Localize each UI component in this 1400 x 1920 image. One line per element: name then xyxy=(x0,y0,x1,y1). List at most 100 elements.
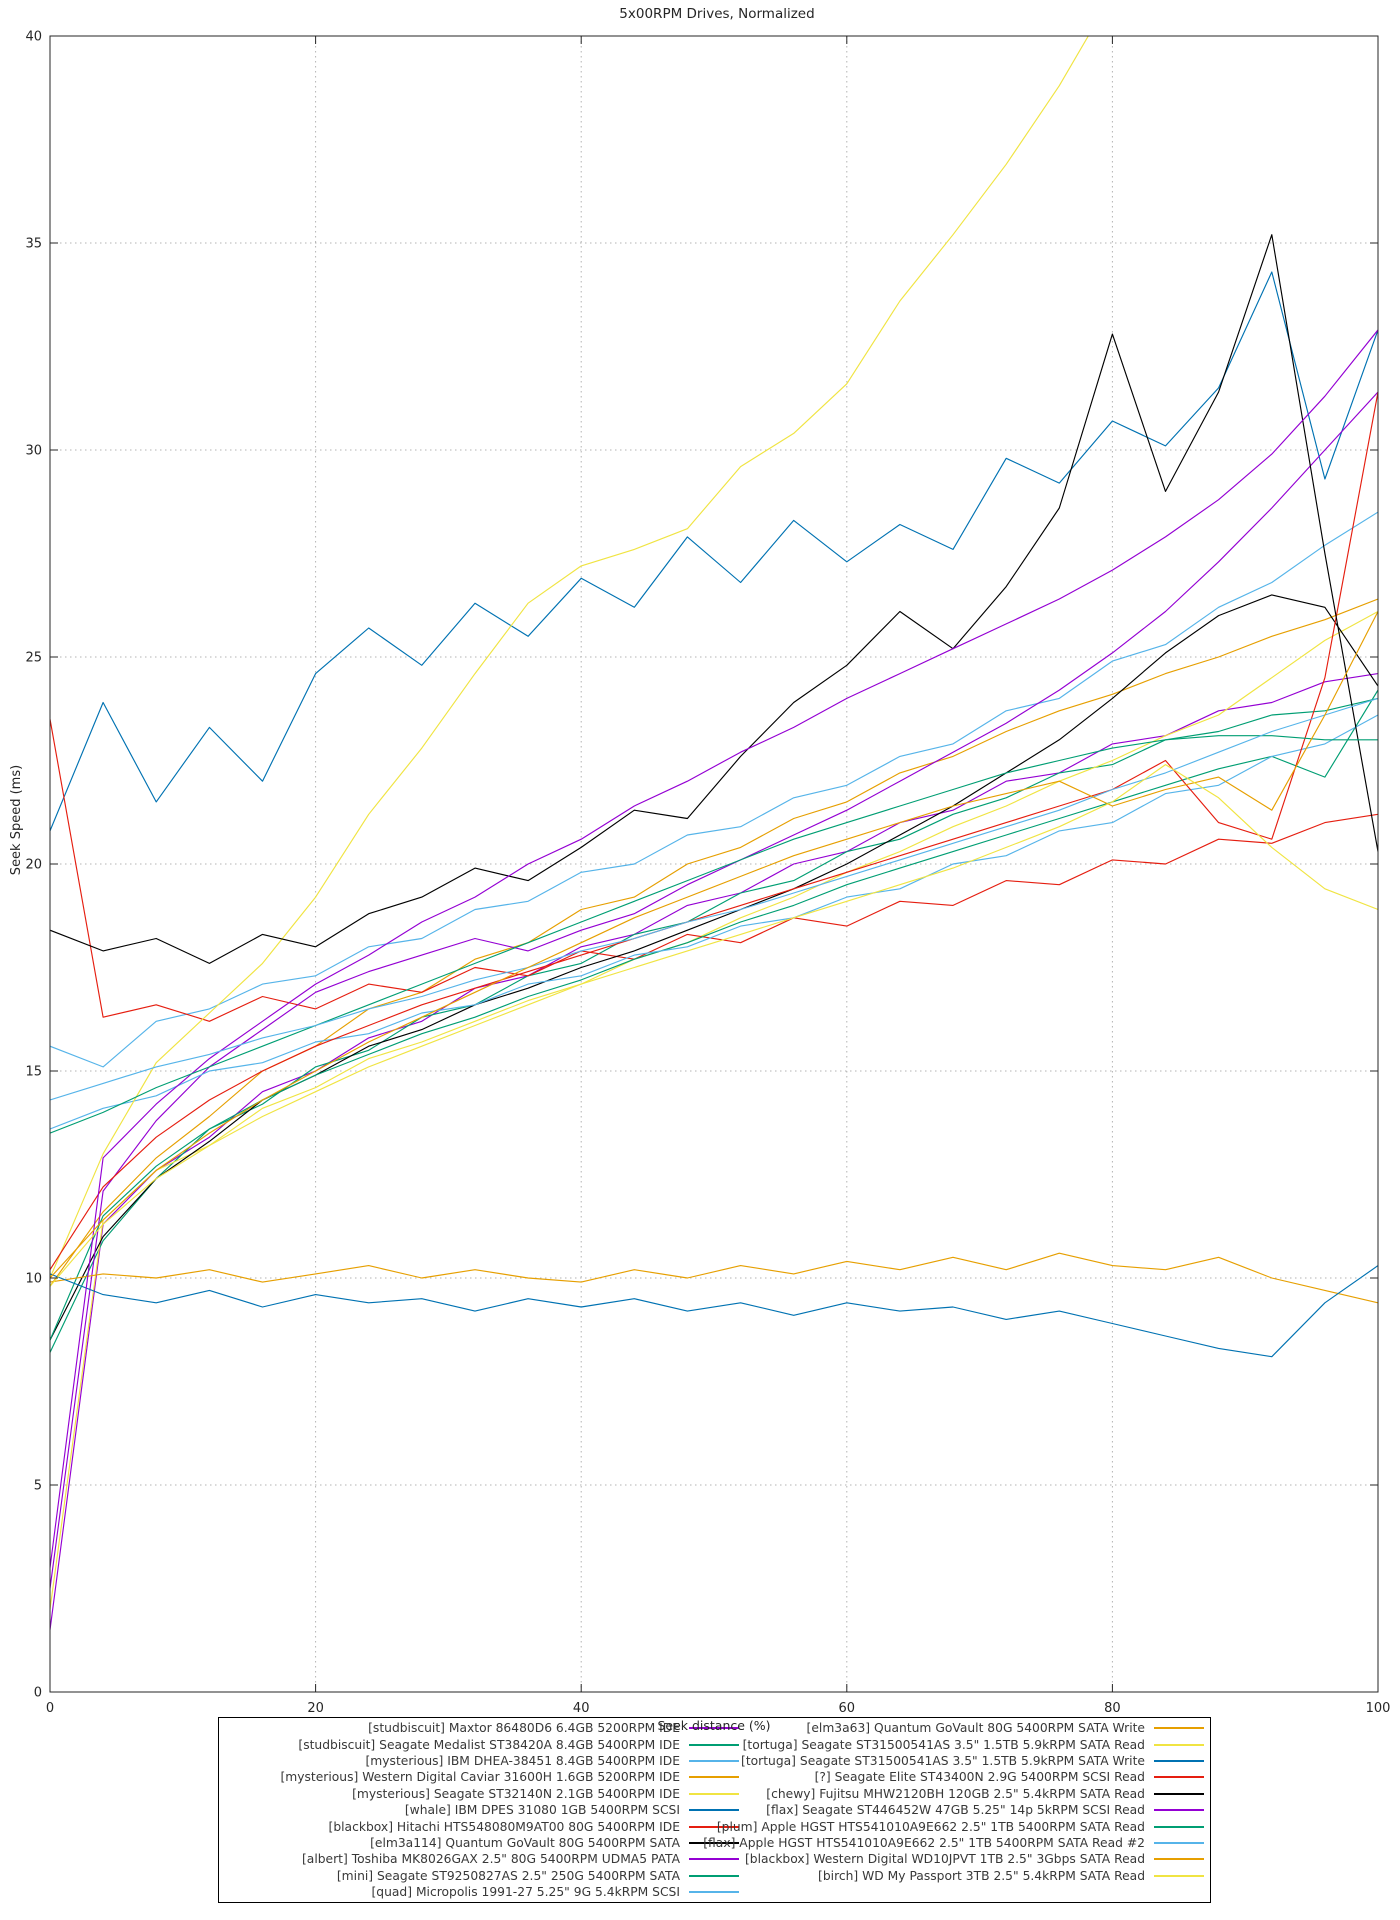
y-tick-label: 30 xyxy=(25,444,42,459)
series-line-9 xyxy=(50,391,1378,1590)
legend-label: [albert] Toshiba MK8026GAX 2.5" 80G 5400… xyxy=(301,1852,680,1867)
plot-border xyxy=(49,35,1379,1693)
legend-label: [whale] IBM DPES 31080 1GB 5400RPM SCSI xyxy=(404,1803,680,1818)
legend-label: [elm3a114] Quantum GoVault 80G 5400RPM S… xyxy=(370,1835,680,1850)
legend-swatch xyxy=(689,1759,739,1762)
legend-label: [blackbox] Western Digital WD10JPVT 1TB … xyxy=(745,1852,1145,1867)
series-line-5 xyxy=(50,610,1378,1610)
grid-lines xyxy=(50,36,1378,1692)
legend-item-19: [flax] Apple HGST HTS541010A9E662 2.5" 1… xyxy=(703,1835,1204,1851)
series-line-6 xyxy=(50,271,1378,832)
series-line-7 xyxy=(50,718,1378,1022)
legend-item-18: [plum] Apple HGST HTS541010A9E662 2.5" 1… xyxy=(717,1818,1204,1834)
legend-label: [mysterious] IBM DHEA-38451 8.4GB 5400RP… xyxy=(365,1753,681,1768)
series-line-10 xyxy=(50,689,1378,1341)
legend-label: [mysterious] Western Digital Caviar 3160… xyxy=(280,1770,680,1785)
series-line-3 xyxy=(50,511,1378,1068)
legend-label: [tortuga] Seagate ST31500541AS 3.5" 1.5T… xyxy=(741,1753,1145,1768)
legend-label: [blackbox] Hitachi HTS548080M9AT00 80G 5… xyxy=(328,1819,680,1834)
legend-item-4: [mysterious] Western Digital Caviar 3160… xyxy=(219,1769,739,1785)
legend-label: [?] Seagate Elite ST43400N 2.9G 5400RPM … xyxy=(814,1770,1145,1785)
x-tick-label: 60 xyxy=(839,1701,856,1716)
series-line-20 xyxy=(50,610,1378,1279)
y-tick-label: 5 xyxy=(34,1479,42,1494)
series-line-8 xyxy=(50,594,1378,1341)
series-line-11 xyxy=(50,714,1378,1130)
legend-item-1: [studbiscuit] Maxtor 86480D6 6.4GB 5200R… xyxy=(219,1720,739,1736)
legend-swatch xyxy=(689,1743,739,1746)
legend-swatch xyxy=(1154,1743,1204,1746)
x-tick-label: 0 xyxy=(46,1701,54,1716)
legend-item-14: [tortuga] Seagate ST31500541AS 3.5" 1.5T… xyxy=(739,1753,1204,1769)
x-tick-label: 100 xyxy=(1366,1701,1391,1716)
legend-swatch xyxy=(689,1776,739,1779)
legend-swatch xyxy=(1154,1792,1204,1795)
legend-item-3: [mysterious] IBM DHEA-38451 8.4GB 5400RP… xyxy=(219,1753,739,1769)
legend-label: [elm3a63] Quantum GoVault 80G 5400RPM SA… xyxy=(806,1721,1145,1736)
legend-swatch xyxy=(1154,1874,1204,1877)
chart-title: 5x00RPM Drives, Normalized xyxy=(619,6,815,22)
legend-label: [tortuga] Seagate ST31500541AS 3.5" 1.5T… xyxy=(742,1737,1145,1752)
legend-item-15: [?] Seagate Elite ST43400N 2.9G 5400RPM … xyxy=(739,1769,1204,1785)
legend-swatch xyxy=(1154,1841,1204,1844)
legend-item-12: [elm3a63] Quantum GoVault 80G 5400RPM SA… xyxy=(739,1720,1204,1736)
series-line-17 xyxy=(50,329,1378,1569)
y-tick-label: 15 xyxy=(25,1065,42,1080)
legend-swatch xyxy=(689,1792,739,1795)
legend-swatch xyxy=(1154,1727,1204,1730)
legend-swatch xyxy=(689,1874,739,1877)
legend-swatch xyxy=(689,1809,739,1812)
x-axis-label: Seek distance (%) xyxy=(657,1718,771,1733)
legend-column-right: [elm3a63] Quantum GoVault 80G 5400RPM SA… xyxy=(703,1720,1204,1884)
legend-box: [studbiscuit] Maxtor 86480D6 6.4GB 5200R… xyxy=(218,1717,1211,1903)
legend-item-10: [mini] Seagate ST9250827AS 2.5" 250G 540… xyxy=(219,1868,739,1884)
y-tick-label: 20 xyxy=(25,858,42,873)
legend-swatch xyxy=(1154,1776,1204,1779)
legend-item-8: [elm3a114] Quantum GoVault 80G 5400RPM S… xyxy=(219,1835,739,1851)
y-tick-label: 0 xyxy=(34,1686,42,1701)
legend-item-9: [albert] Toshiba MK8026GAX 2.5" 80G 5400… xyxy=(219,1851,739,1867)
y-tick-label: 10 xyxy=(25,1272,42,1287)
legend-swatch xyxy=(1154,1759,1204,1762)
y-tick-label: 40 xyxy=(25,30,42,45)
series-line-21 xyxy=(50,764,1378,1287)
legend-swatch xyxy=(689,1841,739,1844)
series-line-18 xyxy=(50,735,1378,1134)
legend-label: [plum] Apple HGST HTS541010A9E662 2.5" 1… xyxy=(716,1819,1145,1834)
legend-swatch xyxy=(689,1727,739,1730)
legend-label: [studbiscuit] Maxtor 86480D6 6.4GB 5200R… xyxy=(368,1721,680,1736)
legend-label: [mysterious] Seagate ST32140N 2.1GB 5400… xyxy=(352,1786,680,1801)
series-line-12 xyxy=(50,1252,1378,1304)
legend-item-2: [studbiscuit] Seagate Medalist ST38420A … xyxy=(219,1736,739,1752)
series-line-19 xyxy=(50,697,1378,1101)
legend-label: [flax] Seagate ST446452W 47GB 5.25" 14p … xyxy=(766,1803,1145,1818)
x-tick-label: 40 xyxy=(573,1701,590,1716)
legend-label: [birch] WD My Passport 3TB 2.5" 5.4kRPM … xyxy=(818,1868,1145,1883)
legend-swatch xyxy=(689,1891,739,1894)
legend-item-21: [birch] WD My Passport 3TB 2.5" 5.4kRPM … xyxy=(739,1868,1204,1884)
legend-item-6: [whale] IBM DPES 31080 1GB 5400RPM SCSI xyxy=(219,1802,739,1818)
x-tick-label: 20 xyxy=(307,1701,324,1716)
legend-label: [flax] Apple HGST HTS541010A9E662 2.5" 1… xyxy=(703,1835,1145,1850)
legend-item-7: [blackbox] Hitachi HTS548080M9AT00 80G 5… xyxy=(219,1818,739,1834)
legend-item-5: [mysterious] Seagate ST32140N 2.1GB 5400… xyxy=(219,1786,739,1802)
legend-item-20: [blackbox] Western Digital WD10JPVT 1TB … xyxy=(739,1851,1204,1867)
legend-label: [quad] Micropolis 1991-27 5.25" 9G 5.4kR… xyxy=(371,1885,681,1900)
legend-swatch xyxy=(1154,1825,1204,1828)
legend-item-16: [chewy] Fujitsu MHW2120BH 120GB 2.5" 5.4… xyxy=(739,1786,1204,1802)
legend-item-11: [quad] Micropolis 1991-27 5.25" 9G 5.4kR… xyxy=(219,1884,739,1900)
y-tick-label: 35 xyxy=(25,237,42,252)
legend-item-13: [tortuga] Seagate ST31500541AS 3.5" 1.5T… xyxy=(739,1736,1204,1752)
tick-labels: 0 5 10 15 20 25 30 35 40 0 20 40 60 80 100 xyxy=(25,30,1390,1717)
x-tick-label: 80 xyxy=(1104,1701,1121,1716)
series-line-14 xyxy=(50,1265,1378,1358)
series-line-1 xyxy=(50,673,1378,1631)
series-line-16 xyxy=(50,234,1378,964)
legend-swatch xyxy=(1154,1858,1204,1861)
y-tick-label: 25 xyxy=(25,651,42,666)
legend-swatch xyxy=(1154,1809,1204,1812)
legend-label: [chewy] Fujitsu MHW2120BH 120GB 2.5" 5.4… xyxy=(766,1786,1145,1801)
series-line-13 xyxy=(50,36,1089,1279)
